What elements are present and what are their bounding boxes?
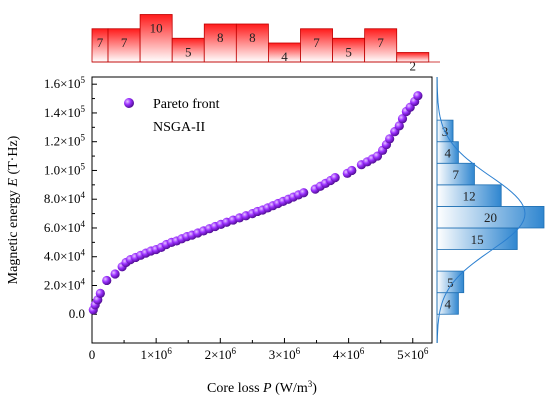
top-hist-count: 10	[150, 21, 163, 36]
y-axis: 0.0 2.0×104 4.0×104 6.0×104 8.0×104 1.0×105 1.…	[44, 75, 97, 321]
top-hist-bar	[107, 28, 141, 63]
legend-marker	[124, 98, 134, 108]
right-hist-count: 7	[452, 167, 459, 182]
data-point	[394, 121, 404, 131]
y-tick-label: 6.0×104	[44, 219, 86, 235]
y-tick-label: 1.2×105	[44, 133, 86, 149]
y-tick-label: 2.0×104	[44, 276, 86, 292]
data-point	[299, 188, 309, 198]
top-hist-count: 7	[97, 35, 104, 50]
y-tick-label: 4.0×104	[44, 248, 86, 264]
right-hist-count: 5	[447, 275, 454, 290]
top-histogram: 7 7 10 5 8 8 4 7 5 7 2	[91, 14, 440, 74]
x-tick-label: 5×106	[397, 346, 429, 362]
legend-subtitle: NSGA-II	[153, 120, 205, 135]
top-hist-count: 7	[377, 35, 384, 50]
top-hist-bar	[364, 28, 398, 63]
data-point	[347, 165, 357, 176]
right-hist-count: 4	[444, 145, 451, 160]
top-hist-bar	[235, 23, 269, 63]
top-hist-count: 4	[281, 49, 288, 64]
top-hist-count: 7	[313, 35, 320, 50]
y-tick-label: 1.6×105	[44, 75, 86, 91]
top-hist-count: 5	[345, 44, 352, 59]
data-point	[102, 275, 112, 286]
data-point	[413, 91, 423, 101]
top-hist-count: 2	[410, 59, 417, 74]
right-hist-count: 4	[444, 296, 451, 311]
x-axis-label: Core loss P (W/m3)	[207, 379, 317, 396]
y-tick-label: 8.0×104	[44, 190, 86, 206]
right-hist-count: 15	[471, 232, 484, 247]
top-hist-count: 7	[121, 35, 128, 50]
plot-frame	[91, 76, 433, 344]
x-axis: 0 1×106 2×106 3×106 4×106 5×106	[89, 338, 429, 362]
legend-label: Pareto front	[153, 97, 220, 112]
x-tick-label: 0	[89, 347, 96, 362]
top-hist-count: 5	[185, 44, 192, 59]
scatter-points	[88, 91, 423, 315]
y-tick-label: 1.0×105	[44, 161, 86, 177]
x-tick-label: 1×106	[140, 346, 172, 362]
y-axis-label: Magnetic energy E (T·Hz)	[6, 135, 21, 284]
top-hist-bar	[139, 14, 173, 63]
data-point	[330, 173, 340, 183]
x-tick-label: 3×106	[269, 346, 301, 362]
data-point	[385, 134, 395, 144]
legend: Pareto front NSGA-II	[124, 97, 220, 135]
data-point	[397, 114, 408, 124]
right-hist-count: 12	[463, 189, 476, 204]
top-hist-count: 8	[249, 30, 256, 45]
right-hist-count: 20	[484, 210, 497, 225]
normal-fit-curve	[436, 76, 526, 344]
x-tick-label: 4×106	[333, 346, 365, 362]
data-point	[110, 269, 120, 279]
data-point	[95, 288, 105, 298]
top-hist-count: 8	[217, 30, 224, 45]
y-tick-label: 0.0	[69, 306, 85, 321]
x-tick-label: 2×106	[205, 346, 237, 362]
y-tick-label: 1.4×105	[44, 104, 86, 120]
